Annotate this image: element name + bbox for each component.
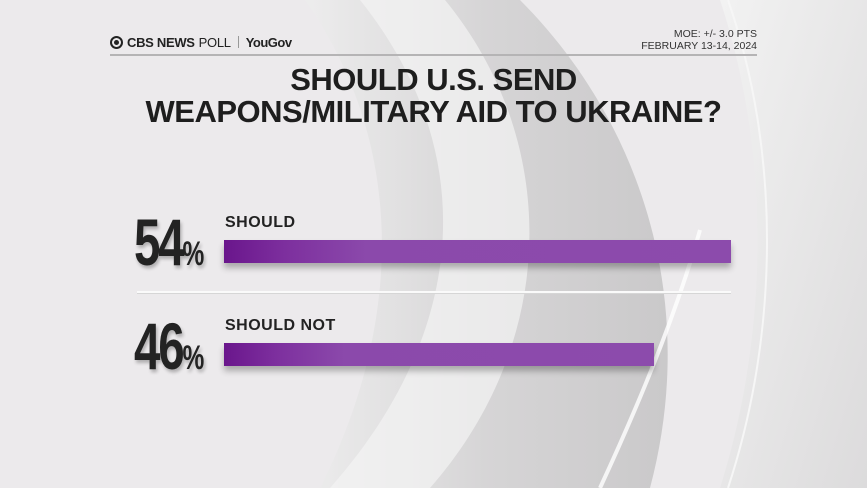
- row-divider: [137, 291, 731, 293]
- poll-date: FEBRUARY 13-14, 2024: [641, 40, 757, 52]
- percent-value: 46%: [134, 313, 205, 379]
- header-divider: [110, 54, 757, 56]
- chart-title: SHOULD U.S. SEND WEAPONS/MILITARY AID TO…: [110, 64, 757, 128]
- brand-poll: POLL: [198, 34, 231, 50]
- percent-number: 54: [134, 205, 185, 279]
- bar-should-not: [224, 343, 654, 366]
- margin-of-error: MOE: +/- 3.0 PTS: [673, 28, 757, 40]
- percent-sign: %: [182, 235, 205, 273]
- percent-number: 46: [134, 309, 185, 383]
- brand-cbs: CBS NEWS: [127, 34, 195, 50]
- bar-should: [224, 240, 731, 263]
- percent-sign: %: [182, 339, 205, 377]
- brand-partner: YouGov: [245, 34, 292, 50]
- brand-separator: [237, 36, 239, 48]
- bar-label: SHOULD: [225, 214, 296, 231]
- title-line-2: WEAPONS/MILITARY AID TO UKRAINE?: [145, 94, 722, 129]
- title-line-1: SHOULD U.S. SEND: [290, 62, 577, 97]
- percent-value: 54%: [134, 209, 205, 275]
- bar-label: SHOULD NOT: [225, 317, 336, 334]
- poll-meta: MOE: +/- 3.0 PTS FEBRUARY 13-14, 2024: [641, 28, 757, 52]
- cbs-eye-icon: [110, 35, 123, 49]
- brand-logo: CBS NEWS POLL YouGov: [110, 34, 292, 50]
